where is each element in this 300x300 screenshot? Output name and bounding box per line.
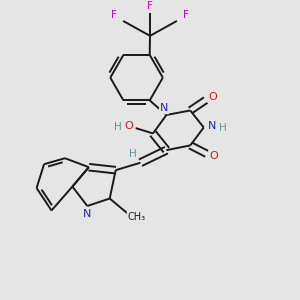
- Text: O: O: [209, 151, 218, 161]
- Text: CH₃: CH₃: [128, 212, 146, 222]
- Text: O: O: [208, 92, 217, 102]
- Text: F: F: [147, 1, 153, 11]
- Text: O: O: [125, 121, 134, 131]
- Text: N: N: [160, 103, 168, 113]
- Text: F: F: [111, 10, 117, 20]
- Text: H: H: [129, 149, 137, 159]
- Text: N: N: [208, 121, 216, 131]
- Text: H: H: [115, 122, 122, 132]
- Text: F: F: [183, 10, 189, 20]
- Text: H: H: [219, 123, 226, 134]
- Text: N: N: [82, 209, 91, 219]
